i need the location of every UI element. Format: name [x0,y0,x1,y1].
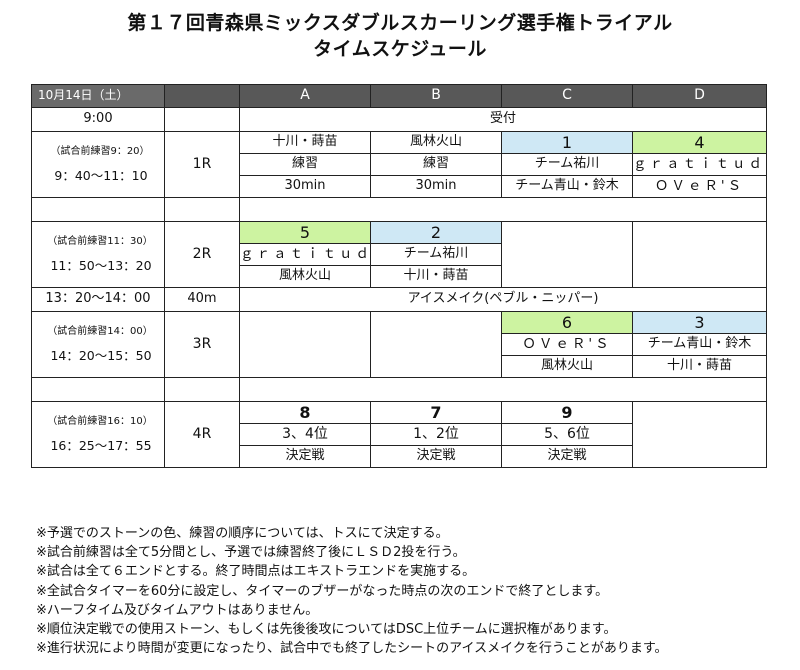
round1-c-team2: チーム青山・鈴木 [501,175,633,198]
round3-row: （試合前練習14：00） 14：20～15：50 3R 6 3 [31,311,767,378]
note-item: ※予選でのストーンの色、練習の順序については、トスにて決定する。 [36,526,449,541]
round2-d-empty [632,221,767,288]
round4-pre-practice: （試合前練習16：10） [47,416,153,428]
notes-list: ※予選でのストーンの色、練習の順序については、トスにて決定する。 ※試合前練習は… [36,524,668,658]
page-subtitle: タイムスケジュール [313,38,487,60]
round3-time: 14：20～15：50 [50,348,152,364]
round3-c-team2: 風林火山 [501,355,633,378]
round2-row: （試合前練習11：30） 11：50～13：20 2R 5 2 [31,221,767,288]
round3-c-team1: ＯＶｅＲ'Ｓ [501,333,633,356]
round3-b-empty [370,311,502,378]
ice-make-label: アイスメイク(ペブル・ニッパー) [239,287,767,312]
note-item: ※ハーフタイム及びタイムアウトはありません。 [36,602,319,618]
reception-round-cell [164,107,240,132]
game-number-5: 5 [239,221,371,244]
round2-label: 2R [164,221,240,288]
header-row: 10月14日（土） A B C D [31,84,767,108]
round4-time: 16：25～17：55 [50,438,152,454]
game-number-1: 1 [501,131,633,154]
round4-time-cell: （試合前練習16：10） 16：25～17：55 [31,401,165,468]
round4-b-final-label: 決定戦 [370,445,502,468]
schedule-table: 10月14日（土） A B C D 9:00 受付 （試合前練習9：20） 9：… [31,84,767,468]
note-item: ※試合は全て６エンドとする。終了時間点はエキストラエンドを実施する。 [36,564,476,580]
game-number-4: 4 [632,131,767,154]
round2-pre-practice: （試合前練習11：30） [47,236,153,248]
round1-a-duration: 30min [239,175,371,198]
round2-time: 11：50～13：20 [50,258,152,274]
reception-label: 受付 [239,107,767,132]
round3-time-cell: （試合前練習14：00） 14：20～15：50 [31,311,165,378]
sheet-header-d: D [632,84,767,108]
ice-make-time: 13：20～14：00 [31,287,165,312]
game-number-2: 2 [370,221,502,244]
round-header [164,84,240,108]
round3-label: 3R [164,311,240,378]
round3-pre-practice: （試合前練習14：00） [47,326,153,338]
ice-make-row: 13：20～14：00 40m アイスメイク(ペブル・ニッパー) [31,287,767,312]
round3-d-team1: チーム青山・鈴木 [632,333,767,356]
note-item: ※順位決定戦での使用ストーン、もしくは先後後攻についてはDSC上位チームに選択権… [36,622,617,638]
round4-label: 4R [164,401,240,468]
spacer-row [31,377,767,402]
round2-b-team2: 十川・蒔苗 [370,265,502,288]
round1-b-duration: 30min [370,175,502,198]
round1-d-team1: ｇｒａｔｉｔｕｄｅ [632,153,767,176]
round1-row: （試合前練習9：20） 9：40～11：10 1R 十川・蒔苗 風林火山 1 4 [31,131,767,198]
sheet-header-a: A [239,84,371,108]
game-number-3: 3 [632,311,767,334]
round2-c-empty [501,221,633,288]
round1-b-team: 風林火山 [370,131,502,154]
reception-row: 9:00 受付 [31,107,767,132]
note-item: ※全試合タイマーを60分に設定し、タイマーのブザーがなった時点の次のエンドで終了… [36,583,609,599]
game-number-6: 6 [501,311,633,334]
sheet-header-b: B [370,84,502,108]
round4-row: （試合前練習16：10） 16：25～17：55 4R 8 7 9 [31,401,767,468]
date-header: 10月14日（土） [31,84,165,108]
game-number-9: 9 [501,401,633,424]
round2-b-team1: チーム祐川 [370,243,502,266]
sheet-header-c: C [501,84,633,108]
round4-a-rank: 3、4位 [239,423,371,446]
round2-a-team1: ｇｒａｔｉｔｕｄｅ [239,243,371,266]
round4-c-rank: 5、6位 [501,423,633,446]
round3-a-empty [239,311,371,378]
spacer-row [31,197,767,222]
page-title: 第１７回青森県ミックスダブルスカーリング選手権トライアル [127,12,673,34]
round1-pre-practice: （試合前練習9：20） [50,146,150,158]
game-number-8: 8 [239,401,371,424]
round1-c-team1: チーム祐川 [501,153,633,176]
round2-time-cell: （試合前練習11：30） 11：50～13：20 [31,221,165,288]
reception-time: 9:00 [31,107,165,132]
round1-d-team2: ＯＶｅＲ'Ｓ [632,175,767,198]
round1-time: 9：40～11：10 [54,168,148,184]
round1-label: 1R [164,131,240,198]
game-number-7: 7 [370,401,502,424]
round4-d-empty [632,401,767,468]
round1-time-cell: （試合前練習9：20） 9：40～11：10 [31,131,165,198]
round4-c-final-label: 決定戦 [501,445,633,468]
note-item: ※試合前練習は全て5分間とし、予選では練習終了後にＬＳＤ2投を行う。 [36,545,466,561]
round3-d-team2: 十川・蒔苗 [632,355,767,378]
round4-a-final-label: 決定戦 [239,445,371,468]
note-item: ※進行状況により時間が変更になったり、試合中でも終了したシートのアイスメイクを行… [36,641,668,657]
ice-make-duration: 40m [164,287,240,312]
round2-a-team2: 風林火山 [239,265,371,288]
round1-b-practice: 練習 [370,153,502,176]
round4-b-rank: 1、2位 [370,423,502,446]
round1-a-practice: 練習 [239,153,371,176]
round1-a-team: 十川・蒔苗 [239,131,371,154]
